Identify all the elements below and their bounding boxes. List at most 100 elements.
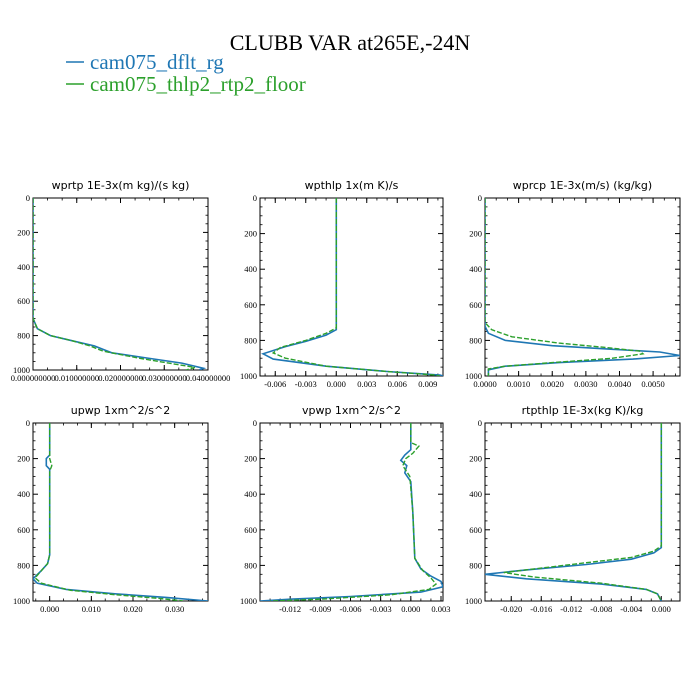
y-tick-label: 400 — [469, 489, 482, 499]
plot-frame — [259, 197, 444, 377]
panels: wprtp 1E-3x(m kg)/(s kg) 0 200 400 600 800 100… — [11, 179, 681, 614]
panel-1: wprtp 1E-3x(m kg)/(s kg) 0 200 400 600 800 100… — [11, 179, 231, 383]
y-tick-label: 600 — [469, 525, 482, 535]
y-tick-label: 600 — [469, 300, 482, 310]
y-tick-label: 800 — [17, 331, 30, 341]
series-line-thlp2-rtp2-floor — [33, 198, 196, 370]
series-line-dflt-rg — [485, 198, 680, 376]
series-line-dflt-rg — [260, 423, 443, 601]
x-tick-label: -0.006 — [340, 604, 362, 614]
panel-title: wpthlp 1x(m K)/s — [305, 179, 399, 192]
x-tick-label: -0.016 — [530, 604, 552, 614]
x-tick-label: 0.000 — [652, 604, 671, 614]
y-tick-label: 1000 — [13, 596, 30, 606]
y-tick-label: 800 — [244, 335, 257, 345]
y-tick-label: 800 — [469, 560, 482, 570]
x-tick-label: 0.040000000 — [186, 373, 231, 383]
panel-title: upwp 1xm^2/s^2 — [71, 404, 171, 417]
y-tick-label: 800 — [244, 560, 257, 570]
y-tick-label: 200 — [244, 229, 257, 239]
x-tick-label: -0.003 — [295, 379, 317, 389]
y-tick-label: 0 — [478, 193, 482, 203]
x-tick-label: 0.009 — [418, 379, 437, 389]
x-tick-label: 0.003 — [357, 379, 376, 389]
x-tick-label: 0.0020 — [541, 379, 564, 389]
plot-frame — [259, 422, 444, 602]
y-tick-label: 200 — [244, 454, 257, 464]
x-tick-label: 0.0030 — [574, 379, 597, 389]
y-tick-label: 0 — [478, 418, 482, 428]
y-tick-label: 600 — [244, 300, 257, 310]
series-line-dflt-rg — [33, 198, 207, 370]
panel-2: wpthlp 1x(m K)/s 0 200 400 600 800 1000 -0.006-… — [240, 179, 444, 389]
x-tick-label: 0.020000000 — [98, 373, 143, 383]
series-line-thlp2-rtp2-floor — [271, 198, 441, 376]
y-tick-label: 800 — [469, 335, 482, 345]
y-tick-label: 400 — [17, 489, 30, 499]
series-line-thlp2-rtp2-floor — [503, 423, 662, 601]
x-tick-label: -0.006 — [264, 379, 286, 389]
x-tick-label: 0.000000000 — [11, 373, 56, 383]
panel-4: upwp 1xm^2/s^2 0 200 400 600 800 1000 0.000 0.01… — [13, 404, 209, 614]
y-tick-label: 200 — [469, 454, 482, 464]
y-tick-label: 200 — [17, 454, 30, 464]
plot-frame — [32, 422, 209, 602]
y-tick-label: 400 — [244, 489, 257, 499]
y-tick-label: 400 — [469, 264, 482, 274]
y-tick-label: 800 — [17, 560, 30, 570]
legend-label-1: cam075_dflt_rg — [90, 50, 224, 74]
panel-5: vpwp 1xm^2/s^2 0 200 400 600 800 1000 -0.012 -0.… — [240, 404, 451, 614]
series-line-thlp2-rtp2-floor — [485, 198, 645, 376]
x-tick-label: -0.008 — [590, 604, 612, 614]
y-tick-label: 1000 — [240, 371, 257, 381]
panel-title: vpwp 1xm^2/s^2 — [302, 404, 401, 417]
x-tick-label: 0.000 — [40, 604, 59, 614]
x-tick-label: 0.0000 — [473, 379, 496, 389]
x-tick-label: 0.0050 — [641, 379, 664, 389]
x-tick-label: -0.009 — [309, 604, 331, 614]
x-tick-label: -0.020 — [500, 604, 522, 614]
panel-title: rtpthlp 1E-3x(kg K)/kg — [522, 404, 644, 417]
y-tick-label: 1000 — [240, 596, 257, 606]
legend: cam075_dflt_rg cam075_thlp2_rtp2_floor — [66, 50, 306, 96]
y-tick-label: 0 — [26, 193, 30, 203]
x-tick-label: -0.012 — [560, 604, 582, 614]
panel-6: rtpthlp 1E-3x(kg K)/kg 0 200 400 600 800 1000 -… — [465, 404, 681, 614]
panel-3: wprcp 1E-3x(m/s) (kg/kg) 0 200 400 600 800 100… — [465, 179, 681, 389]
x-tick-label: 0.006 — [388, 379, 407, 389]
panel-title: wprtp 1E-3x(m kg)/(s kg) — [52, 179, 190, 192]
y-tick-label: 1000 — [465, 596, 482, 606]
y-tick-label: 600 — [244, 525, 257, 535]
y-tick-label: 400 — [17, 262, 30, 272]
x-tick-label: 0.0040 — [608, 379, 631, 389]
y-tick-label: 1000 — [13, 365, 30, 375]
plot-frame — [32, 197, 209, 371]
x-tick-label: -0.003 — [370, 604, 392, 614]
x-tick-label: 0.010 — [82, 604, 101, 614]
x-tick-label: 0.010000000 — [54, 373, 99, 383]
series-line-dflt-rg — [33, 423, 208, 601]
y-tick-label: 400 — [244, 264, 257, 274]
y-tick-label: 0 — [26, 418, 30, 428]
y-tick-label: 200 — [17, 227, 30, 237]
x-tick-label: 0.003 — [431, 604, 450, 614]
x-tick-label: 0.0010 — [507, 379, 530, 389]
y-tick-label: 1000 — [465, 371, 482, 381]
figure-title: CLUBB VAR at265E,-24N — [230, 30, 471, 55]
series-line-thlp2-rtp2-floor — [34, 423, 184, 601]
x-tick-label: 0.000 — [327, 379, 346, 389]
legend-label-2: cam075_thlp2_rtp2_floor — [90, 72, 306, 96]
x-tick-label: 0.020 — [123, 604, 142, 614]
x-tick-label: 0.030000000 — [142, 373, 187, 383]
series-line-thlp2-rtp2-floor — [270, 423, 438, 601]
x-tick-label: -0.012 — [279, 604, 301, 614]
x-tick-label: 0.000 — [401, 604, 420, 614]
y-tick-label: 600 — [17, 525, 30, 535]
plot-frame — [484, 197, 681, 377]
x-tick-label: -0.004 — [620, 604, 643, 614]
y-tick-label: 0 — [253, 193, 257, 203]
series-line-dflt-rg — [261, 198, 443, 376]
y-tick-label: 600 — [17, 296, 30, 306]
panel-title: wprcp 1E-3x(m/s) (kg/kg) — [513, 179, 652, 192]
